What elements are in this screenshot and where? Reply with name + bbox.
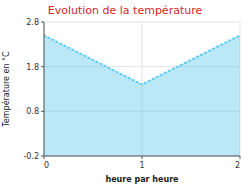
chart-svg: 0 1 2 -0.2 0.8 1.8 2.8 heure par heure Températu… (0, 0, 250, 188)
x-tick-label: 0 (44, 161, 49, 170)
y-tick (41, 22, 44, 23)
y-axis-line (44, 22, 45, 156)
area-fill (44, 35, 240, 156)
area-line (44, 35, 240, 84)
plot-area (44, 35, 240, 156)
y-tick-label: -0.2 (23, 152, 39, 161)
y-tick-label: 2.8 (26, 18, 39, 27)
grid-line-x (44, 22, 45, 156)
x-tick (240, 156, 241, 159)
x-tick (142, 156, 143, 159)
chart-container: 0 1 2 -0.2 0.8 1.8 2.8 heure par heure Températu… (0, 0, 250, 188)
y-tick (41, 66, 44, 67)
y-tick-label: 1.8 (26, 63, 39, 72)
x-tick-label: 2 (235, 161, 240, 170)
y-axis-label: Température en °C (1, 51, 11, 128)
axes: 0 1 2 -0.2 0.8 1.8 2.8 (23, 18, 240, 170)
chart-title: Evolution de la température (48, 4, 203, 17)
y-tick (41, 111, 44, 112)
grid (44, 22, 240, 156)
x-tick-label: 1 (139, 161, 144, 170)
y-tick (41, 156, 44, 157)
x-axis-label: heure par heure (105, 175, 179, 184)
y-tick-label: 0.8 (26, 107, 39, 116)
